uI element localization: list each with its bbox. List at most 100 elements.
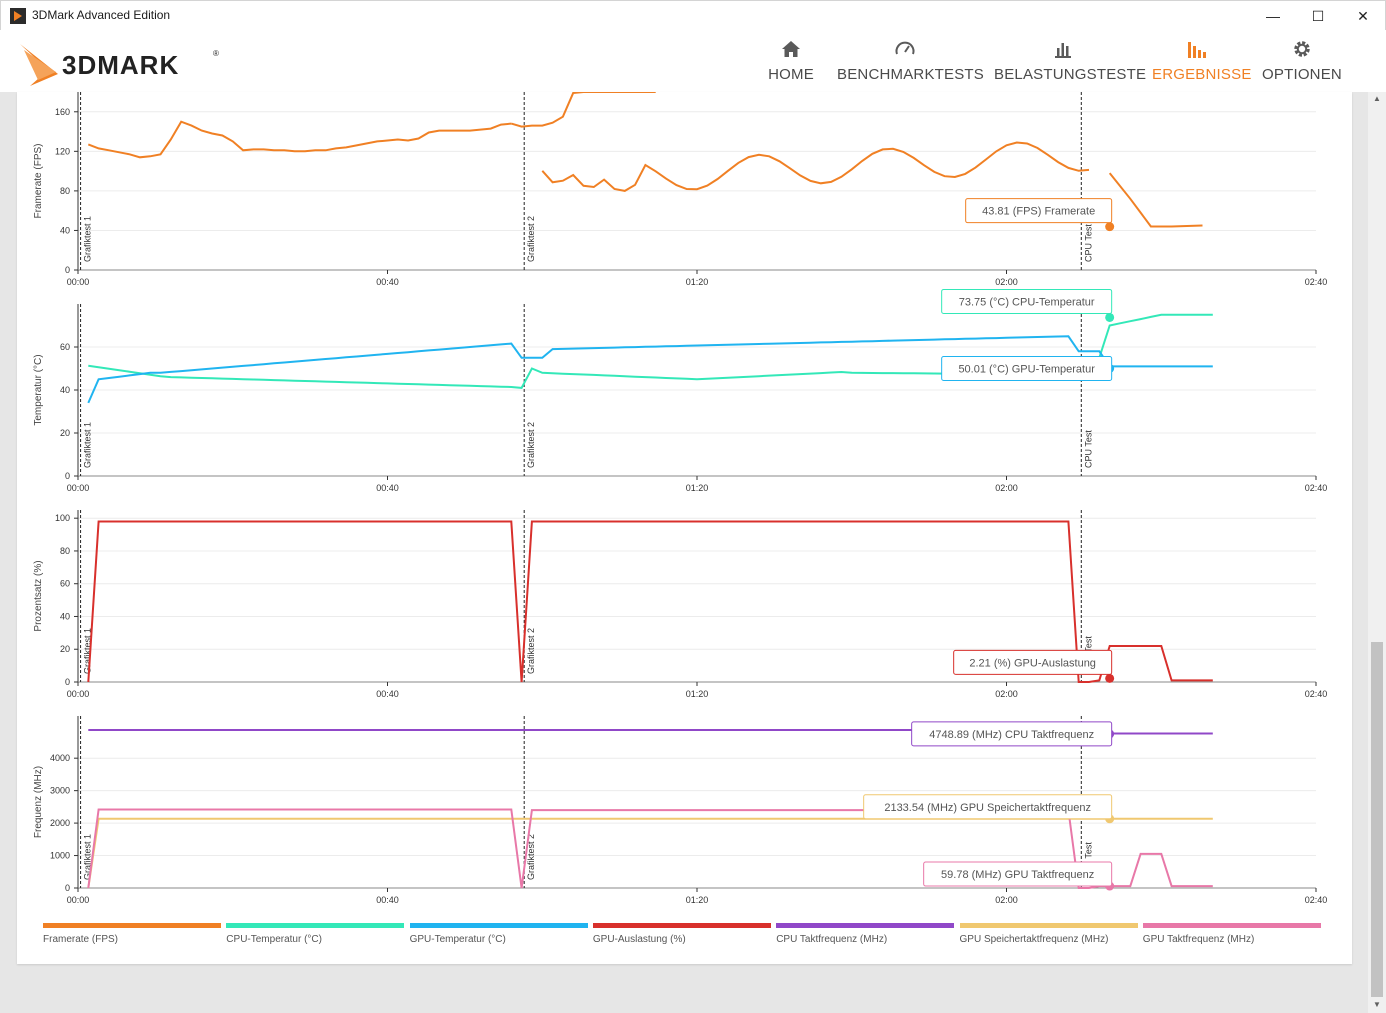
legend-swatch (226, 923, 405, 928)
callout-box (923, 861, 1113, 887)
y-tick-label: 120 (55, 146, 70, 156)
bars-icon (1055, 43, 1071, 58)
x-tick-label: 00:00 (67, 483, 90, 493)
legend-item[interactable]: GPU-Temperatur (°C) (409, 923, 588, 947)
results-panel: 0 40 80 120 160 00:00 00:40 01:20 02:00 02:40 Fram… (17, 91, 1352, 964)
y-tick-label: 0 (65, 883, 70, 893)
x-tick-label: 01:20 (686, 483, 709, 493)
x-tick-label: 02:00 (995, 277, 1018, 287)
y-tick-label: 60 (60, 342, 70, 352)
x-tick-label: 02:00 (995, 689, 1018, 699)
test-marker-label: Grafiktest 2 (526, 834, 536, 880)
legend-item[interactable]: GPU-Auslastung (%) (592, 923, 771, 947)
callout-label: 59.78 (MHz) GPU Taktfrequenz (941, 869, 1094, 881)
legend-label: GPU-Auslastung (%) (592, 934, 686, 945)
gear-icon (1294, 41, 1310, 57)
legend-swatch (776, 923, 955, 928)
nav-ergebnisse-label: ERGEBNISSE (1152, 66, 1252, 83)
x-tick-label: 00:40 (376, 483, 399, 493)
y-tick-label: 40 (60, 611, 70, 621)
3dmark-logo[interactable]: 3DMARK ® (18, 36, 228, 86)
callout-box (941, 355, 1113, 381)
series-line (1108, 172, 1203, 228)
test-marker-label: CPU Test (1083, 224, 1093, 262)
series-line (87, 335, 1213, 404)
y-tick-label: 20 (60, 428, 70, 438)
legend-item[interactable]: Framerate (FPS) (43, 923, 221, 947)
x-tick-label: 02:00 (995, 483, 1018, 493)
monitoring-charts: 0 40 80 120 160 00:00 00:40 01:20 02:00 02:40 Fram… (33, 91, 1328, 905)
x-tick-label: 02:40 (1305, 689, 1328, 699)
legend-swatch (959, 923, 1138, 928)
nav-optionen[interactable]: OPTIONEN (1262, 38, 1342, 88)
y-tick-label: 60 (60, 579, 70, 589)
legend-item[interactable]: CPU-Temperatur (°C) (226, 923, 405, 947)
test-marker-label: Grafiktest 2 (526, 628, 536, 674)
vertical-scrollbar[interactable]: ▲ ▼ (1368, 92, 1386, 1013)
nav-ergebnisse[interactable]: ERGEBNISSE (1152, 38, 1251, 88)
legend-item[interactable]: GPU Taktfrequenz (MHz) (1142, 923, 1321, 947)
minimize-button[interactable]: — (1266, 8, 1280, 24)
callout-label: 2.21 (%) GPU-Auslastung (969, 657, 1096, 669)
logo-swoosh-icon (20, 44, 58, 86)
x-tick-label: 02:40 (1305, 895, 1328, 905)
legend-item[interactable]: CPU Taktfrequenz (MHz) (776, 923, 955, 947)
home-icon (782, 41, 800, 57)
y-tick-label: 40 (60, 225, 70, 235)
legend-label: GPU-Temperatur (°C) (409, 934, 506, 945)
y-tick-label: 40 (60, 385, 70, 395)
y-tick-label: 100 (55, 513, 70, 523)
test-marker-label: CPU Test (1083, 430, 1093, 468)
chart-percentage: 0 20 40 60 80 100 00:00 00:40 01:20 02:00 02:40 Pro… (33, 510, 1327, 699)
y-tick-label: 0 (65, 471, 70, 481)
x-tick-label: 00:00 (67, 689, 90, 699)
test-marker-label: Grafiktest 1 (83, 628, 93, 674)
scroll-down-icon[interactable]: ▼ (1373, 1000, 1381, 1009)
callout-point (1105, 673, 1115, 683)
callout-box (953, 649, 1113, 675)
nav-home[interactable]: HOME (765, 38, 817, 88)
legend-label: GPU Taktfrequenz (MHz) (1142, 934, 1255, 945)
y-axis-label: Framerate (FPS) (33, 143, 44, 218)
y-tick-label: 80 (60, 186, 70, 196)
y-tick-label: 20 (60, 644, 70, 654)
series-line (511, 91, 656, 128)
y-tick-label: 1000 (50, 851, 70, 861)
test-marker-label: Grafiktest 2 (526, 422, 536, 468)
test-marker-label: Grafiktest 1 (83, 216, 93, 262)
nav-belastungsteste[interactable]: BELASTUNGSTESTE (994, 38, 1146, 88)
y-tick-label: 80 (60, 546, 70, 556)
results-icon (1188, 42, 1206, 58)
legend-item[interactable]: GPU Speichertaktfrequenz (MHz) (959, 923, 1138, 947)
series-line (541, 141, 1090, 192)
scroll-up-icon[interactable]: ▲ (1373, 94, 1381, 103)
x-tick-label: 00:00 (67, 895, 90, 905)
callout-point (1105, 222, 1115, 232)
series-line (87, 520, 1213, 683)
legend-swatch (409, 923, 588, 928)
maximize-button[interactable]: ☐ (1311, 7, 1325, 24)
scrollbar-thumb[interactable] (1371, 642, 1383, 997)
x-tick-label: 02:40 (1305, 277, 1328, 287)
callout-label: 43.81 (FPS) Framerate (982, 206, 1095, 218)
nav-home-label: HOME (768, 66, 814, 83)
test-marker-label: Grafiktest 2 (526, 216, 536, 262)
chart-temperature: 0 20 40 60 00:00 00:40 01:20 02:00 02:40 Temperat… (33, 288, 1327, 493)
chart-framerate: 0 40 80 120 160 00:00 00:40 01:20 02:00 02:40 Fram… (33, 91, 1328, 287)
x-tick-label: 00:00 (67, 277, 90, 287)
x-tick-label: 01:20 (686, 895, 709, 905)
x-tick-label: 00:40 (376, 895, 399, 905)
svg-text:®: ® (213, 49, 219, 58)
logo-text: 3DMARK (62, 50, 179, 80)
y-tick-label: 4000 (50, 753, 70, 763)
test-marker-label: CPU Test (1083, 842, 1093, 880)
close-button[interactable]: ✕ (1357, 7, 1369, 24)
nav-belastungsteste-label: BELASTUNGSTESTE (994, 66, 1147, 83)
callout-label: 2133.54 (MHz) GPU Speichertaktfrequenz (884, 802, 1091, 814)
window-titlebar: 3DMark Advanced Edition — ☐ ✕ (0, 0, 1386, 30)
y-tick-label: 2000 (50, 818, 70, 828)
x-tick-label: 02:00 (995, 895, 1018, 905)
test-marker-label: Grafiktest 1 (83, 834, 93, 880)
y-axis-label: Temperatur (°C) (33, 354, 44, 425)
nav-benchmarktests[interactable]: BENCHMARKTESTS (837, 38, 984, 88)
